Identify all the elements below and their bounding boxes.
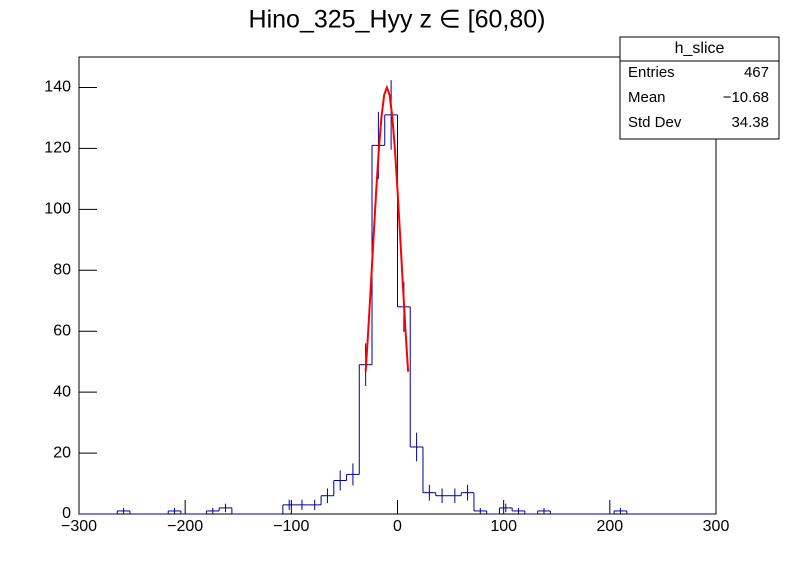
x-tick-label: 300 (703, 518, 730, 535)
stats-box (619, 36, 780, 140)
stats-value: −10.68 (723, 89, 769, 106)
stats-label: Entries (628, 64, 675, 81)
stats-value: 467 (744, 64, 769, 81)
x-tick-label: −100 (273, 518, 309, 535)
y-tick-label: 0 (62, 505, 71, 522)
stats-value: 34.38 (731, 114, 769, 131)
y-tick-label: 60 (53, 322, 71, 339)
chart-title: Hino_325_Hyy z ∈ [60,80) (249, 6, 546, 34)
x-tick-label: 200 (596, 518, 623, 535)
y-tick-label: 140 (44, 79, 71, 96)
x-tick-label: −300 (61, 518, 97, 535)
x-tick-label: 0 (393, 518, 402, 535)
stats-title: h_slice (675, 40, 725, 57)
y-tick-label: 80 (53, 261, 71, 278)
x-tick-label: −200 (167, 518, 203, 535)
fit-curve (364, 84, 410, 372)
y-tick-label: 40 (53, 383, 71, 400)
y-tick-label: 20 (53, 444, 71, 461)
y-tick-label: 120 (44, 140, 71, 157)
stats-label: Mean (628, 89, 666, 106)
stats-label: Std Dev (628, 114, 682, 131)
y-tick-label: 100 (44, 201, 71, 218)
x-tick-label: 100 (490, 518, 517, 535)
